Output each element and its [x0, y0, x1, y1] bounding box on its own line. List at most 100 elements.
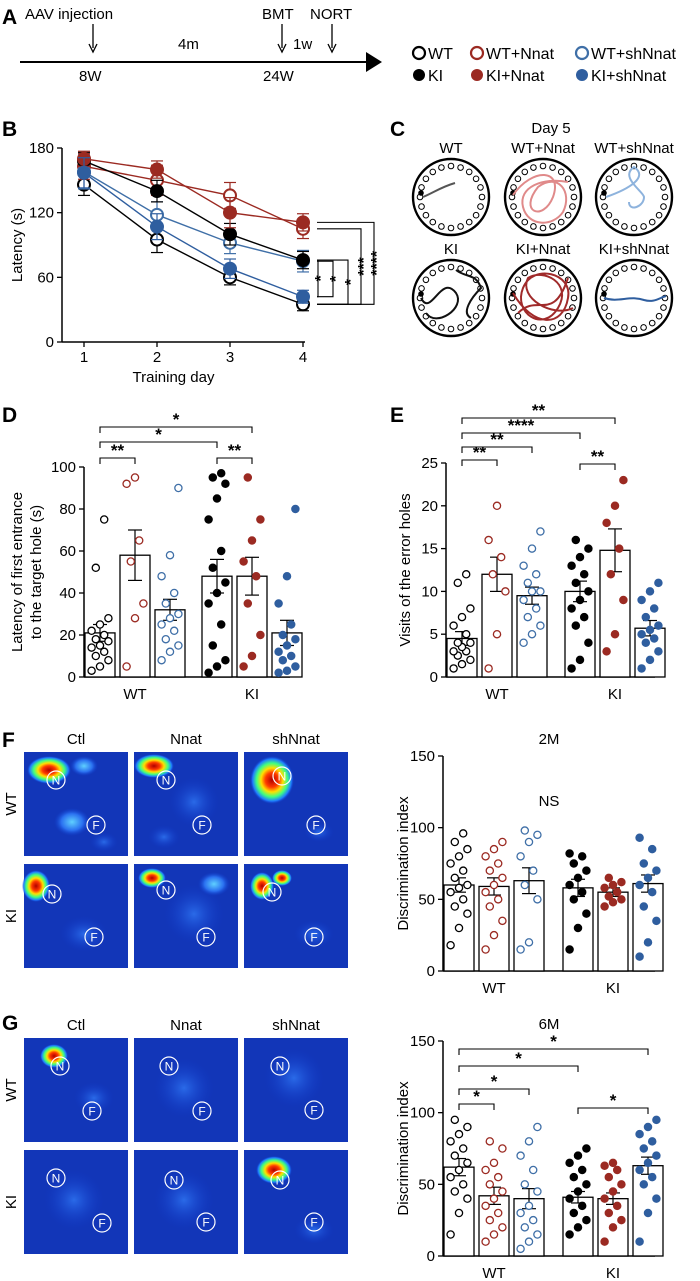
maze-label: KI [444, 241, 458, 258]
y-tick-label: 5 [430, 626, 438, 643]
legend-marker-ki-nnat [471, 69, 483, 81]
y-tick-label: 100 [410, 1105, 435, 1122]
heatmap-col-label: Nnat [170, 1017, 203, 1034]
event-label-aav: AAV injection [25, 6, 113, 23]
data-point [221, 655, 230, 665]
maze-hole [465, 218, 473, 226]
heatmap-row-label: WT [3, 792, 20, 815]
data-point [635, 880, 644, 890]
data-point [571, 578, 581, 588]
data-point [531, 570, 541, 579]
data-point [641, 612, 651, 622]
maze-hole [539, 224, 547, 232]
data-point [243, 599, 253, 608]
novel-object-marker [262, 882, 282, 902]
heatmap-row-label: KI [3, 909, 20, 923]
panel-a: A AAV injection BMT NORT 4m 1w 8W 24W WT… [2, 6, 676, 85]
maze-hole [465, 168, 473, 176]
data-point [282, 571, 292, 581]
series-line [83, 184, 304, 305]
sig-stars: ** [473, 443, 487, 462]
data-point [104, 637, 113, 646]
data-point [157, 620, 166, 629]
data-point [77, 165, 91, 180]
novel-object-marker [164, 1170, 184, 1190]
data-point [489, 1230, 499, 1239]
data-point [457, 612, 467, 622]
data-point [637, 629, 646, 639]
data-point [600, 1161, 609, 1170]
data-point [584, 544, 593, 553]
maze-hole [630, 325, 638, 333]
data-point [645, 587, 655, 596]
data-point [602, 647, 611, 656]
data-point [604, 1208, 614, 1218]
data-point [617, 1215, 626, 1225]
legend-marker-ki-shnnat [576, 69, 588, 81]
familiar-object-label: F [310, 1104, 317, 1118]
maze-hole [605, 211, 613, 219]
sig-bracket [458, 1048, 649, 1055]
maze-hole [640, 223, 647, 230]
data-point [223, 205, 237, 220]
data-point [608, 1187, 618, 1196]
data-point [584, 587, 593, 596]
maze-hole [429, 319, 437, 327]
data-point [639, 859, 649, 868]
data-point [463, 909, 472, 918]
data-point [577, 1201, 587, 1211]
data-point [256, 630, 265, 640]
y-tick-label: 40 [59, 585, 76, 602]
data-point [649, 604, 659, 613]
chart-e: 0 5 10 15 20 25 Visits of the error holes WT KI *… [397, 401, 666, 703]
y-tick-label: 20 [421, 498, 438, 515]
data-point [134, 536, 144, 545]
data-point [579, 570, 589, 579]
event-label-bmt: BMT [262, 6, 294, 23]
heat-blob [272, 870, 292, 886]
timeline-arrowhead [366, 52, 382, 72]
data-point [95, 641, 105, 650]
novel-object-label: N [268, 886, 277, 900]
data-point [488, 570, 498, 579]
maze-label: KI+shNnat [599, 241, 670, 258]
data-point [573, 873, 583, 883]
data-point [582, 1215, 591, 1225]
maze-hole [605, 276, 613, 284]
data-point [635, 1165, 644, 1175]
data-point [204, 668, 213, 678]
data-point [571, 621, 581, 630]
data-point [223, 227, 237, 242]
sig-stars: * [155, 425, 162, 444]
data-point [484, 535, 493, 545]
data-point [274, 599, 283, 608]
panel-a-letter: A [2, 6, 17, 29]
data-point [169, 626, 179, 636]
data-point [612, 1201, 622, 1211]
data-point [485, 1180, 495, 1189]
heatmap-col-label: Ctl [67, 731, 85, 748]
data-point [212, 588, 222, 598]
data-point [95, 662, 105, 671]
series-line [83, 165, 304, 230]
novel-object-label: N [165, 1060, 174, 1074]
familiar-object-marker [306, 815, 326, 835]
category-label: KI [608, 686, 622, 703]
data-point [165, 613, 175, 623]
sig-bracket [99, 457, 136, 464]
data-point [533, 830, 542, 840]
y-tick-label: 0 [46, 334, 54, 351]
heat-blob [138, 868, 166, 888]
data-point [519, 638, 528, 648]
maze-hole [640, 164, 647, 171]
heat-blob [54, 808, 90, 836]
novel-object-marker [50, 1056, 70, 1076]
data-point [602, 518, 611, 528]
sig-bracket [461, 417, 616, 424]
data-point [212, 494, 222, 503]
maze-hole [612, 218, 620, 226]
data-point [528, 866, 538, 875]
maze-hole [570, 294, 578, 302]
y-tick-label: 50 [418, 891, 435, 908]
data-point [282, 641, 292, 650]
